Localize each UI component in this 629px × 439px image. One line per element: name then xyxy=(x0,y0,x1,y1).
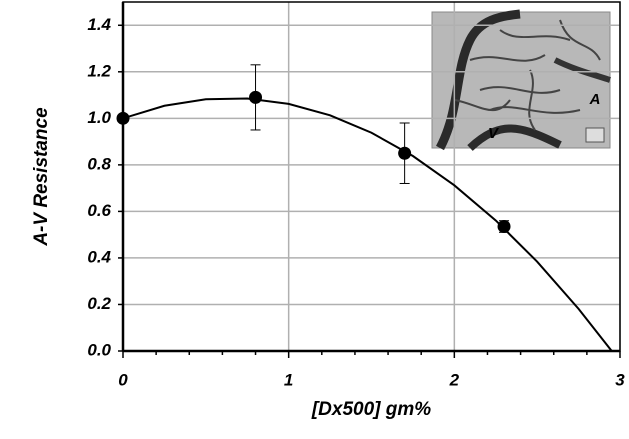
y-tick-label: 1.2 xyxy=(87,61,111,80)
y-tick-label: 0.0 xyxy=(87,340,111,359)
y-tick-label: 0.6 xyxy=(87,201,111,220)
y-tick-label: 0.8 xyxy=(87,154,111,173)
y-tick-label: 0.4 xyxy=(87,247,111,266)
fit-curve xyxy=(122,97,613,352)
y-tick-label: 1.4 xyxy=(87,15,111,34)
x-tick-label: 1 xyxy=(284,370,293,389)
data-point xyxy=(249,90,263,104)
x-tick-label: 3 xyxy=(615,370,625,389)
x-tick-label: 0 xyxy=(118,370,128,389)
data-point xyxy=(398,146,412,160)
data-point xyxy=(497,220,511,234)
y-tick-label: 1.0 xyxy=(87,108,111,127)
y-axis-title: A-V Resistance xyxy=(31,107,52,247)
y-tick-label: 0.2 xyxy=(87,294,111,313)
inset-photo xyxy=(431,9,611,151)
x-tick-label: 2 xyxy=(449,370,460,389)
inset-label: A xyxy=(589,91,601,108)
inset-label: V xyxy=(488,125,500,142)
data-point xyxy=(116,111,130,125)
x-axis-title: [Dx500] gm% xyxy=(311,399,431,420)
